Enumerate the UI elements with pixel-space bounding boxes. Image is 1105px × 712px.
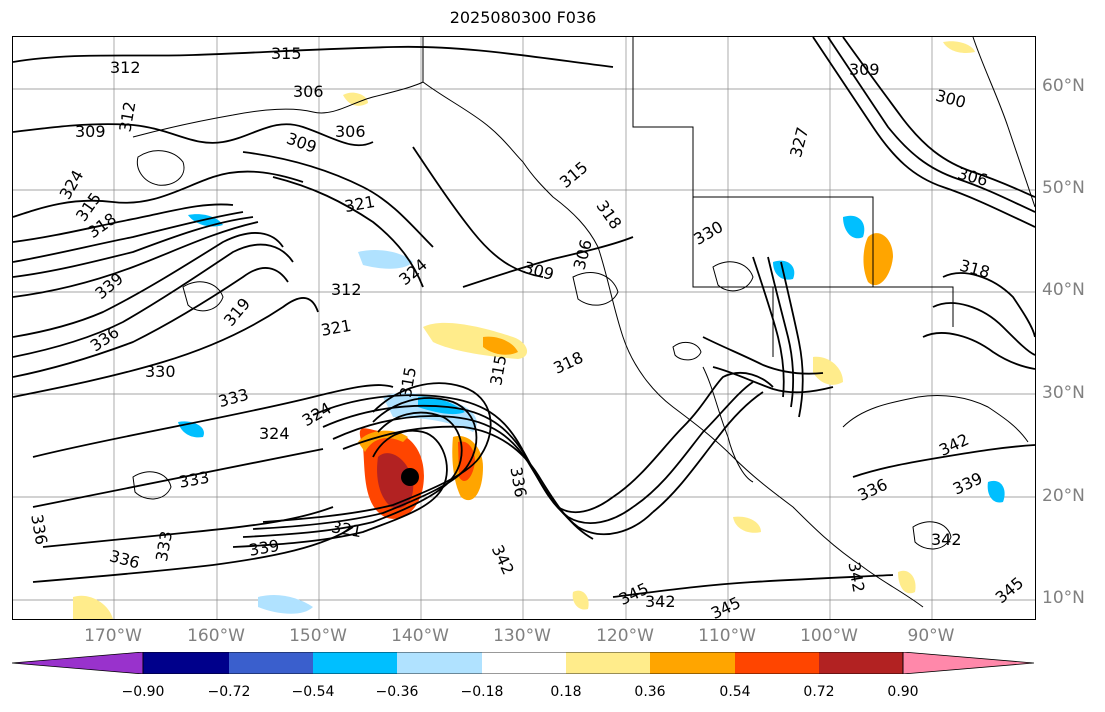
lon-label: 140°W [391, 626, 449, 646]
colorbar-tick: −0.54 [291, 684, 335, 700]
lon-label: 150°W [289, 626, 347, 646]
contour-label: 315 [271, 44, 302, 63]
lat-label: 60°N [1042, 76, 1085, 96]
lat-label: 50°N [1042, 178, 1085, 198]
contour-label: 342 [645, 592, 676, 611]
contour-label: 319 [220, 294, 254, 330]
colorbar-tick: 0.36 [634, 684, 666, 700]
contour-label: 309 [75, 122, 106, 141]
contour-label: 315 [486, 354, 510, 387]
lat-label: 40°N [1042, 280, 1085, 300]
contour-label: 336 [27, 513, 51, 546]
lon-label: 120°W [596, 626, 654, 646]
contour-label: 321 [343, 192, 376, 216]
contour-label: 309 [284, 129, 319, 157]
colorbar-segment [650, 652, 735, 674]
contour-label: 339 [950, 468, 986, 498]
colorbar [12, 652, 1034, 674]
contour-label: 306 [570, 237, 596, 271]
contour-label: 312 [115, 100, 139, 133]
contour-label: 333 [152, 530, 176, 563]
colorbar-segment [566, 652, 650, 674]
contour-label: 342 [844, 560, 868, 593]
colorbar-segment [313, 652, 397, 674]
contour-label: 333 [216, 385, 250, 411]
lat-label: 10°N [1042, 588, 1085, 608]
colorbar-segment [819, 652, 903, 674]
colorbar-segment [143, 652, 229, 674]
contour-label: 336 [87, 322, 123, 355]
colorbar-tick: 0.72 [803, 684, 835, 700]
lon-label: 100°W [800, 626, 858, 646]
contour-label: 327 [786, 125, 812, 159]
colorbar-segment [229, 652, 313, 674]
colorbar-tick: 0.54 [719, 684, 751, 700]
map-panel[interactable]: 315 312 309 312 306 306 309 324 315 318 … [12, 36, 1036, 620]
colorbar-tick: −0.72 [207, 684, 251, 700]
contour-label: 330 [690, 217, 726, 249]
contour-label: 336 [855, 475, 891, 505]
colorbar-tick: −0.90 [121, 684, 165, 700]
contour-label: 312 [110, 58, 141, 77]
thin-contours [132, 150, 952, 550]
colorbar-tick: −0.18 [460, 684, 504, 700]
colorbar-segment [735, 652, 819, 674]
contour-lines [13, 37, 1035, 598]
contour-label: 318 [550, 348, 586, 378]
lon-label: 170°W [84, 626, 142, 646]
colorbar-tick: 0.18 [550, 684, 582, 700]
lon-label: 160°W [187, 626, 245, 646]
contour-label: 339 [247, 536, 280, 560]
contour-label: 309 [522, 258, 556, 284]
contour-label: 306 [956, 164, 990, 190]
contour-label: 324 [259, 424, 290, 443]
lat-label: 30°N [1042, 383, 1085, 403]
lat-label: 20°N [1042, 486, 1085, 506]
contour-label: 300 [934, 86, 968, 112]
map-title: 2025080300 F036 [449, 8, 597, 27]
contour-label: 318 [958, 256, 992, 282]
graticule [13, 37, 1035, 619]
map-canvas: 315 312 309 312 306 306 309 324 315 318 … [13, 37, 1035, 619]
contour-label: 312 [331, 280, 362, 299]
contour-label: 336 [506, 465, 530, 498]
contour-label: 333 [177, 468, 210, 492]
contour-label: 321 [319, 316, 352, 340]
colorbar-extend-min [12, 652, 144, 674]
colorbar-segment [397, 652, 482, 674]
shading-layer [73, 41, 1005, 619]
colorbar-tick: −0.36 [375, 684, 419, 700]
contour-label: 339 [91, 269, 127, 303]
colorbar-segment [482, 652, 566, 674]
lon-label: 90°W [907, 626, 955, 646]
lon-label: 130°W [493, 626, 551, 646]
contour-label: 315 [556, 158, 592, 192]
contour-label: 336 [107, 546, 141, 572]
contour-label: 345 [708, 593, 744, 619]
contour-label: 342 [931, 530, 962, 549]
lon-label: 110°W [698, 626, 756, 646]
contour-label: 324 [299, 398, 335, 430]
contour-label: 330 [145, 362, 176, 381]
contour-label: 306 [293, 82, 324, 101]
contour-label: 318 [592, 197, 625, 233]
storm-center-marker [401, 468, 419, 486]
colorbar-tick: 0.90 [887, 684, 919, 700]
contour-label: 342 [488, 542, 518, 578]
colorbar-extend-max [902, 652, 1034, 674]
contour-label: 309 [849, 60, 880, 79]
contour-label: 306 [335, 122, 366, 141]
contour-label: 345 [992, 573, 1028, 607]
